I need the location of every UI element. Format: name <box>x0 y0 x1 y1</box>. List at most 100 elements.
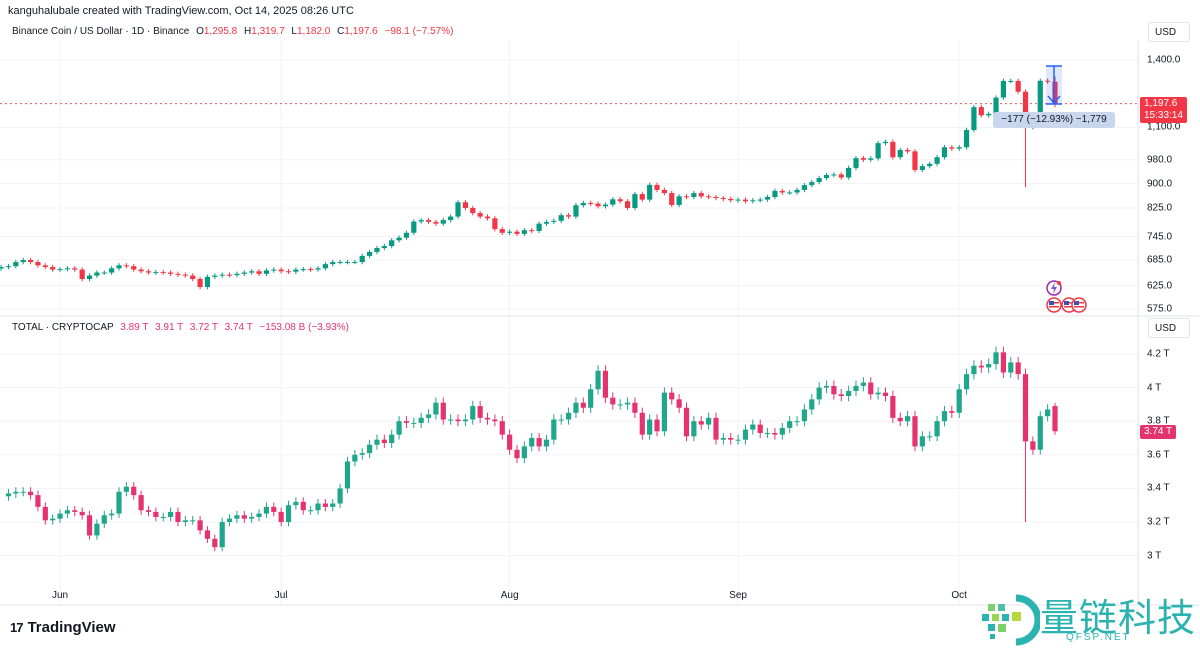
bnb-y-tick-label: 1,100.0 <box>1147 121 1181 133</box>
bnb-candle <box>735 197 741 203</box>
total-candle <box>175 507 181 527</box>
total-candle-body <box>639 412 645 435</box>
total-candle-body <box>831 385 837 395</box>
total-candle <box>64 505 71 518</box>
bnb-candle-body <box>1037 80 1043 120</box>
bnb-candle-body <box>123 265 129 267</box>
bnb-candle <box>757 197 763 203</box>
total-candle-body <box>278 511 284 522</box>
bnb-candle-body <box>971 107 977 131</box>
bnb-candle-body <box>514 231 520 234</box>
total-candle-body <box>440 402 446 420</box>
bnb-candle <box>212 273 218 280</box>
total-legend[interactable]: TOTAL · CRYPTOCAP 3.89 T 3.91 T 3.72 T 3… <box>12 322 349 333</box>
total-candle <box>683 402 690 442</box>
bnb-candle <box>50 264 56 272</box>
total-candle <box>42 502 48 525</box>
measure-tool[interactable] <box>1046 65 1062 105</box>
bnb-candle <box>823 172 830 181</box>
bnb-candle <box>64 266 71 272</box>
bnb-candle-body <box>182 274 188 276</box>
total-candle-body <box>1045 409 1051 417</box>
bnb-price-tag: 1,197.6 15:33:14 <box>1140 97 1187 123</box>
bnb-candle-body <box>359 255 365 263</box>
total-candle-body <box>993 352 999 365</box>
total-candle <box>617 399 623 410</box>
bnb-candle-body <box>543 221 550 224</box>
us-flag-icon[interactable] <box>1071 297 1087 313</box>
bnb-candle-body <box>647 184 653 200</box>
bnb-candle-body <box>831 174 837 176</box>
total-candle <box>986 358 992 373</box>
total-candle-body <box>654 419 660 432</box>
bnb-candle-body <box>661 189 667 194</box>
total-candle-body <box>293 501 299 506</box>
economic-events[interactable] <box>1046 297 1087 313</box>
bnb-candle-body <box>624 201 631 208</box>
total-candle <box>750 419 756 435</box>
total-currency-button[interactable]: USD <box>1148 318 1190 338</box>
bnb-candle <box>875 140 881 161</box>
tradingview-logo[interactable]: 17 TradingView <box>10 619 116 636</box>
bnb-candle-body <box>35 262 41 266</box>
total-candle-body <box>750 424 756 430</box>
total-candle-body <box>330 503 336 507</box>
total-candle <box>477 400 483 423</box>
lightning-event-icon[interactable] <box>1045 279 1063 302</box>
total-candle <box>381 434 387 448</box>
total-candle-body <box>838 394 844 396</box>
total-candle-body <box>779 427 785 435</box>
total-candle <box>801 404 808 427</box>
bnb-candle <box>1000 78 1007 100</box>
total-candle <box>13 487 19 498</box>
us-flag-icon[interactable] <box>1046 297 1062 313</box>
bnb-candle <box>956 145 962 151</box>
bnb-candle <box>971 104 977 133</box>
total-candle <box>632 397 638 418</box>
bnb-candle <box>801 182 808 193</box>
bnb-candle <box>551 218 557 225</box>
total-candle <box>1008 356 1014 378</box>
total-candle-body <box>565 412 572 420</box>
total-candle <box>212 534 218 552</box>
bnb-candle <box>1045 78 1051 84</box>
bnb-candle-body <box>927 163 933 167</box>
total-candle <box>698 416 704 430</box>
bnb-candle <box>720 195 726 202</box>
tradingview-mark-icon: 17 <box>10 620 24 635</box>
total-candle-body <box>131 486 137 496</box>
total-candle <box>919 431 925 452</box>
bnb-candle <box>57 266 63 272</box>
bnb-candle-body <box>308 269 314 271</box>
bnb-candle-body <box>794 189 800 193</box>
bnb-candle-body <box>639 194 645 200</box>
bnb-candle-body <box>691 193 697 197</box>
bnb-candle <box>86 273 93 282</box>
bnb-candle-body <box>1045 80 1051 82</box>
chart-credit: kanguhalubale created with TradingView.c… <box>8 5 354 17</box>
total-candle <box>558 414 564 425</box>
bnb-candle-body <box>271 269 277 271</box>
total-candle <box>285 500 292 527</box>
total-candle-body <box>728 438 734 440</box>
total-candle-body <box>610 397 616 405</box>
total-candle-body <box>13 491 19 494</box>
bnb-candle <box>838 172 844 180</box>
bnb-candle <box>448 214 454 223</box>
bnb-candle <box>986 111 992 118</box>
bnb-candle-body <box>425 220 432 222</box>
bnb-candle <box>389 238 395 249</box>
bnb-currency-button[interactable]: USD <box>1148 22 1190 42</box>
bnb-candle <box>168 270 174 277</box>
bnb-legend[interactable]: Binance Coin / US Dollar · 1D · Binance … <box>12 26 453 37</box>
total-candle <box>543 434 550 452</box>
bnb-candle <box>927 161 933 169</box>
total-candle <box>123 482 129 497</box>
total-candle <box>735 434 741 445</box>
bnb-candle-body <box>79 269 85 280</box>
total-candle-body <box>448 419 454 421</box>
total-candle <box>190 516 196 525</box>
bnb-candle <box>846 165 852 180</box>
total-candle <box>875 387 881 400</box>
total-candle-body <box>1000 352 1007 373</box>
